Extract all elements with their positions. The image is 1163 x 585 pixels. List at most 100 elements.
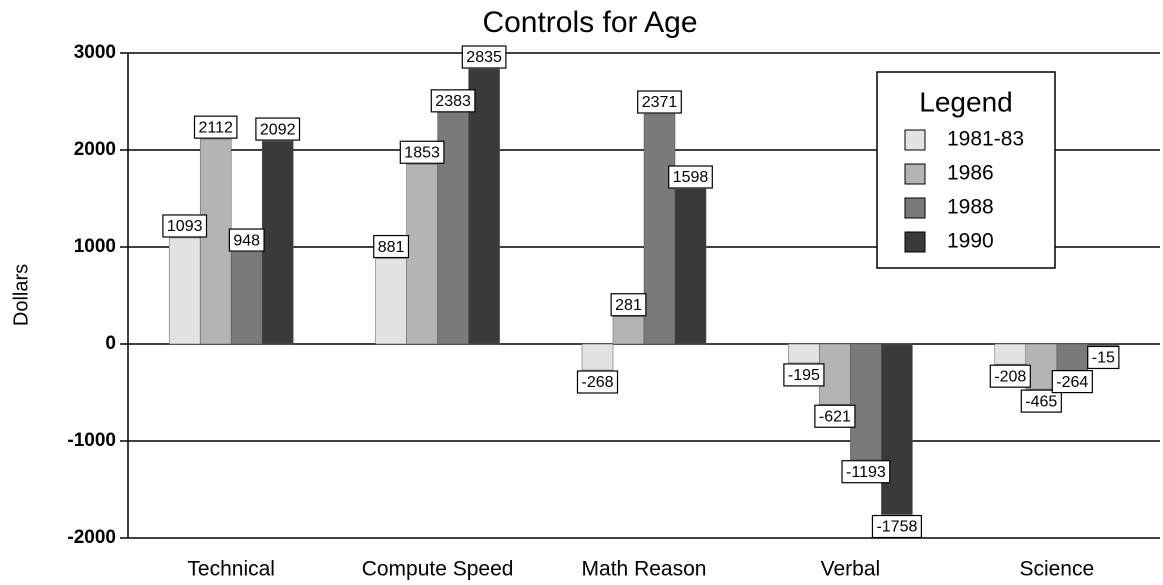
- data-label-text: -1193: [846, 464, 886, 481]
- bar: [261, 140, 294, 345]
- bar: [1087, 343, 1120, 346]
- data-label-box: [637, 90, 682, 114]
- x-tick-label: Science: [1019, 558, 1094, 581]
- y-tick-label: -1000: [67, 430, 116, 451]
- data-label-text: 2371: [642, 94, 678, 111]
- bar: [994, 343, 1027, 365]
- data-label-text: -15: [1092, 350, 1115, 367]
- bar: [612, 316, 645, 345]
- data-label-box: [1087, 345, 1120, 370]
- bar: [1025, 343, 1058, 390]
- data-label-box: [373, 234, 410, 259]
- data-label-box: [1051, 370, 1093, 394]
- bar: [1056, 343, 1089, 370]
- data-label: 1598: [668, 165, 713, 189]
- data-label-text: 881: [378, 239, 405, 256]
- data-label: -15: [1087, 345, 1120, 370]
- legend-swatch: [904, 163, 926, 185]
- legend-label: 1981-83: [947, 128, 1024, 151]
- x-tick-label: Compute Speed: [362, 558, 514, 581]
- data-label: 1093: [162, 214, 208, 238]
- data-label: 2092: [255, 117, 301, 141]
- data-label-text: 2112: [198, 119, 233, 136]
- y-tick-label: 0: [105, 333, 116, 354]
- legend-swatch: [904, 231, 926, 253]
- data-label-box: [399, 140, 445, 164]
- y-axis-label: Dollars: [10, 264, 32, 326]
- data-label: 2835: [461, 45, 507, 69]
- data-label: 281: [610, 293, 647, 317]
- bar: [819, 343, 851, 405]
- bar: [199, 138, 232, 345]
- data-label-text: -264: [1056, 374, 1088, 391]
- data-label-box: [783, 363, 825, 387]
- y-tick-label: 1000: [74, 236, 116, 257]
- legend-label: 1986: [947, 162, 994, 185]
- bar: [230, 251, 263, 345]
- legend-swatch: [904, 197, 926, 219]
- data-label: -621: [814, 404, 856, 428]
- data-label-box: [610, 293, 647, 317]
- data-label-box: [162, 214, 208, 238]
- bar: [788, 343, 820, 364]
- data-label-text: 1598: [673, 169, 709, 186]
- x-tick-label: Math Reason: [582, 558, 707, 581]
- y-tick-label: 3000: [74, 42, 116, 63]
- data-label-text: 2092: [260, 121, 296, 138]
- chart-title: Controls for Age: [482, 6, 697, 39]
- legend-label: 1990: [947, 230, 994, 253]
- data-label: -465: [1020, 389, 1062, 413]
- data-label: -268: [576, 370, 619, 394]
- data-label-box: [1020, 389, 1062, 413]
- bar: [674, 188, 707, 345]
- data-label-box: [193, 115, 238, 139]
- data-label-box: [871, 514, 922, 539]
- data-label: -264: [1051, 370, 1093, 394]
- bar: [406, 164, 438, 345]
- bar: [850, 343, 882, 460]
- data-label-text: -1758: [876, 519, 917, 536]
- bar: [581, 343, 614, 371]
- x-tick-label: Technical: [187, 558, 275, 581]
- data-label-text: -268: [581, 374, 613, 391]
- data-label: -1193: [841, 460, 891, 484]
- bar: [643, 113, 676, 345]
- data-label: 2383: [430, 89, 476, 113]
- x-tick-label: Verbal: [821, 558, 881, 581]
- data-label-text: 948: [233, 232, 260, 249]
- data-label-text: 2835: [466, 49, 502, 66]
- bar: [375, 258, 407, 345]
- data-label-text: 1853: [404, 144, 440, 161]
- y-tick-label: 2000: [74, 139, 116, 160]
- data-label-text: 281: [615, 297, 642, 314]
- data-label: 2112: [193, 115, 238, 139]
- data-label: -1758: [871, 514, 922, 539]
- data-label: 2371: [637, 90, 682, 114]
- data-label-box: [989, 364, 1031, 388]
- legend: Legend 1981-83 1986 1988 1990: [876, 71, 1056, 269]
- data-label-box: [841, 460, 891, 484]
- data-label-box: [461, 45, 507, 69]
- data-label-box: [814, 404, 856, 428]
- data-label: 1853: [399, 140, 445, 164]
- legend-title: Legend: [919, 86, 1012, 117]
- y-tick-label: -2000: [67, 527, 116, 548]
- data-label-box: [255, 117, 301, 141]
- data-label-text: 2383: [435, 93, 471, 110]
- bar: [468, 68, 500, 345]
- data-label-text: 1093: [167, 218, 203, 235]
- legend-swatch: [904, 129, 926, 151]
- data-label-box: [668, 165, 713, 189]
- data-label: 948: [228, 228, 265, 252]
- bar: [168, 237, 201, 345]
- data-label: 881: [373, 234, 410, 259]
- data-label-box: [228, 228, 265, 252]
- legend-label: 1988: [947, 196, 994, 219]
- data-label-text: -195: [788, 367, 820, 384]
- data-label-text: -208: [994, 368, 1026, 385]
- data-label-box: [576, 370, 619, 394]
- data-label-text: -465: [1025, 393, 1057, 410]
- data-label: -195: [783, 363, 825, 387]
- data-label: -208: [989, 364, 1031, 388]
